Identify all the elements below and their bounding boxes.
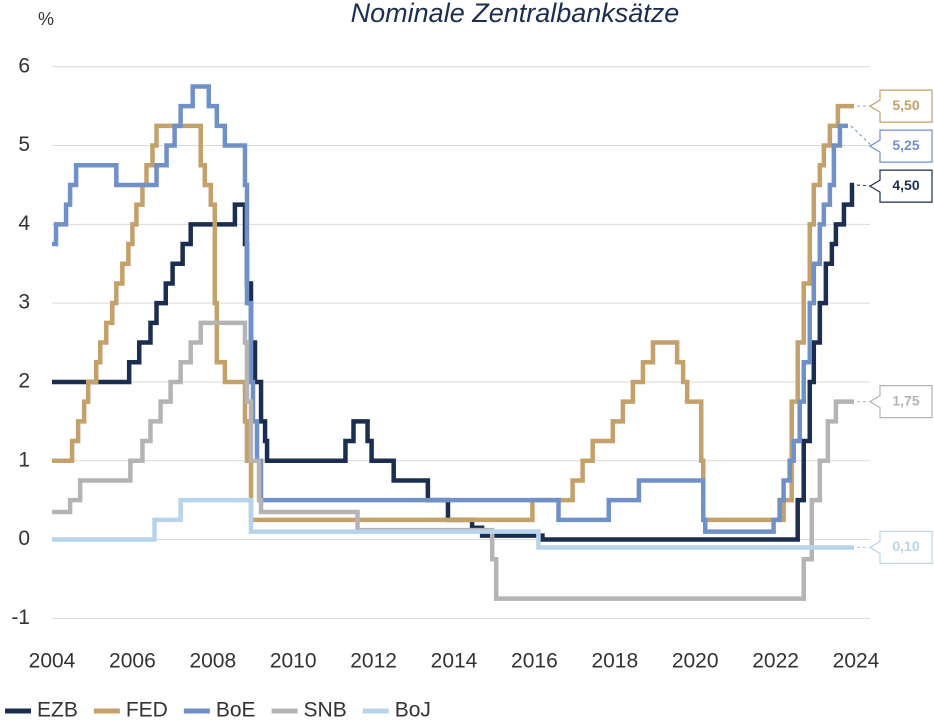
y-axis-label: %	[38, 9, 54, 29]
y-tick-label: 1	[18, 448, 30, 471]
series-line	[52, 182, 855, 542]
x-tick-label: 2016	[511, 650, 558, 673]
end-label: 1,75	[892, 392, 919, 408]
legend-label: SNB	[304, 699, 347, 720]
x-tick-label: 2012	[350, 650, 397, 673]
label-box	[868, 89, 933, 123]
series-line	[52, 497, 854, 550]
x-tick-label: 2022	[752, 650, 799, 673]
x-tick-label: 2010	[270, 650, 317, 673]
y-tick-label: 3	[18, 291, 30, 314]
label-box	[868, 530, 933, 565]
y-tick-label: -1	[11, 606, 30, 629]
legend-label: FED	[126, 699, 168, 720]
y-tick-label: 5	[18, 133, 30, 156]
end-label: 0,10	[892, 538, 919, 554]
x-tick-label: 2018	[591, 650, 638, 673]
x-tick-label: 2020	[672, 650, 719, 673]
x-tick-label: 2008	[189, 650, 236, 673]
series-line	[52, 103, 854, 523]
y-tick-label: 0	[18, 527, 30, 550]
x-tick-label: 2004	[29, 650, 76, 673]
label-box	[868, 129, 933, 163]
label-connector	[850, 125, 873, 147]
series-line	[52, 84, 848, 534]
end-label: 4,50	[892, 177, 919, 193]
end-label: 5,25	[892, 137, 919, 153]
legend-label: BoE	[216, 699, 256, 720]
y-tick-label: 2	[18, 370, 30, 393]
x-tick-label: 2024	[833, 650, 880, 673]
y-tick-label: 4	[18, 212, 30, 235]
end-label: 5,50	[892, 97, 919, 113]
y-tick-label: 6	[18, 54, 30, 77]
label-box	[868, 385, 933, 419]
legend-label: EZB	[37, 699, 78, 720]
x-tick-label: 2006	[109, 650, 156, 673]
chart-title: Nominale Zentralbanksätze	[351, 0, 680, 28]
x-tick-label: 2014	[431, 650, 478, 673]
label-box	[868, 169, 933, 203]
legend-label: BoJ	[395, 699, 431, 720]
